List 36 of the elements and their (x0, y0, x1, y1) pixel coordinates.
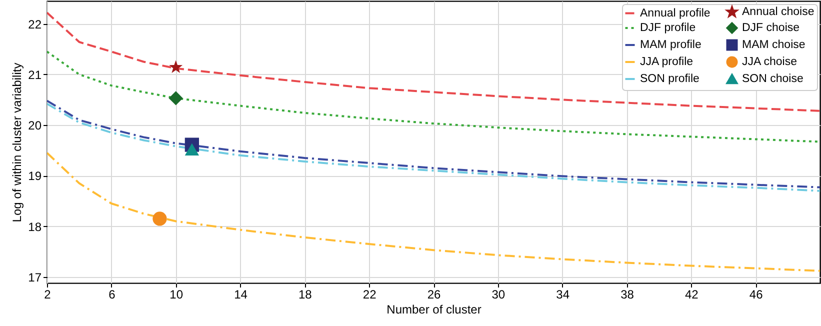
x-tick-label: 38 (620, 288, 634, 302)
y-tick-label: 18 (28, 220, 42, 234)
legend-label: SON profile (640, 73, 700, 85)
point (152, 212, 167, 226)
legend-label: SON choise (742, 73, 804, 85)
point (184, 143, 200, 156)
x-tick-label: 30 (492, 288, 506, 302)
legend-label: MAM choise (742, 39, 806, 51)
legend-label: DJF profile (640, 22, 696, 34)
legend-label: Annual choise (742, 6, 814, 18)
x-tick-label: 34 (556, 288, 570, 302)
point (168, 91, 183, 106)
x-tick-label: 10 (170, 288, 184, 302)
y-tick-label: 21 (28, 68, 42, 82)
point (169, 60, 183, 74)
x-tick-label: 2 (44, 288, 52, 302)
legend-label: Annual profile (640, 7, 710, 20)
x-tick-label: 14 (234, 288, 248, 302)
legend-label: DJF choise (742, 22, 800, 34)
y-tick-label: 19 (28, 169, 42, 184)
legend-label: JJA profile (640, 56, 694, 68)
legend-label: JJA choise (742, 56, 797, 68)
x-tick-label: 42 (684, 288, 699, 302)
x-tick-label: 46 (749, 288, 764, 302)
x-tick-label: 18 (298, 288, 312, 302)
y-axis-title: Log of within cluster variability (10, 62, 24, 222)
line-series (47, 152, 820, 272)
y-tick-label: 20 (28, 118, 42, 133)
x-tick-label: 26 (427, 288, 441, 302)
y-tick-label: 17 (28, 270, 42, 284)
line-series (47, 50, 820, 143)
x-tick-label: 22 (362, 288, 377, 302)
x-axis-title: Number of cluster (386, 302, 482, 316)
y-tick-label: 22 (28, 17, 42, 32)
x-tick-label: 6 (108, 288, 116, 302)
legend-label: MAM profile (640, 39, 702, 51)
